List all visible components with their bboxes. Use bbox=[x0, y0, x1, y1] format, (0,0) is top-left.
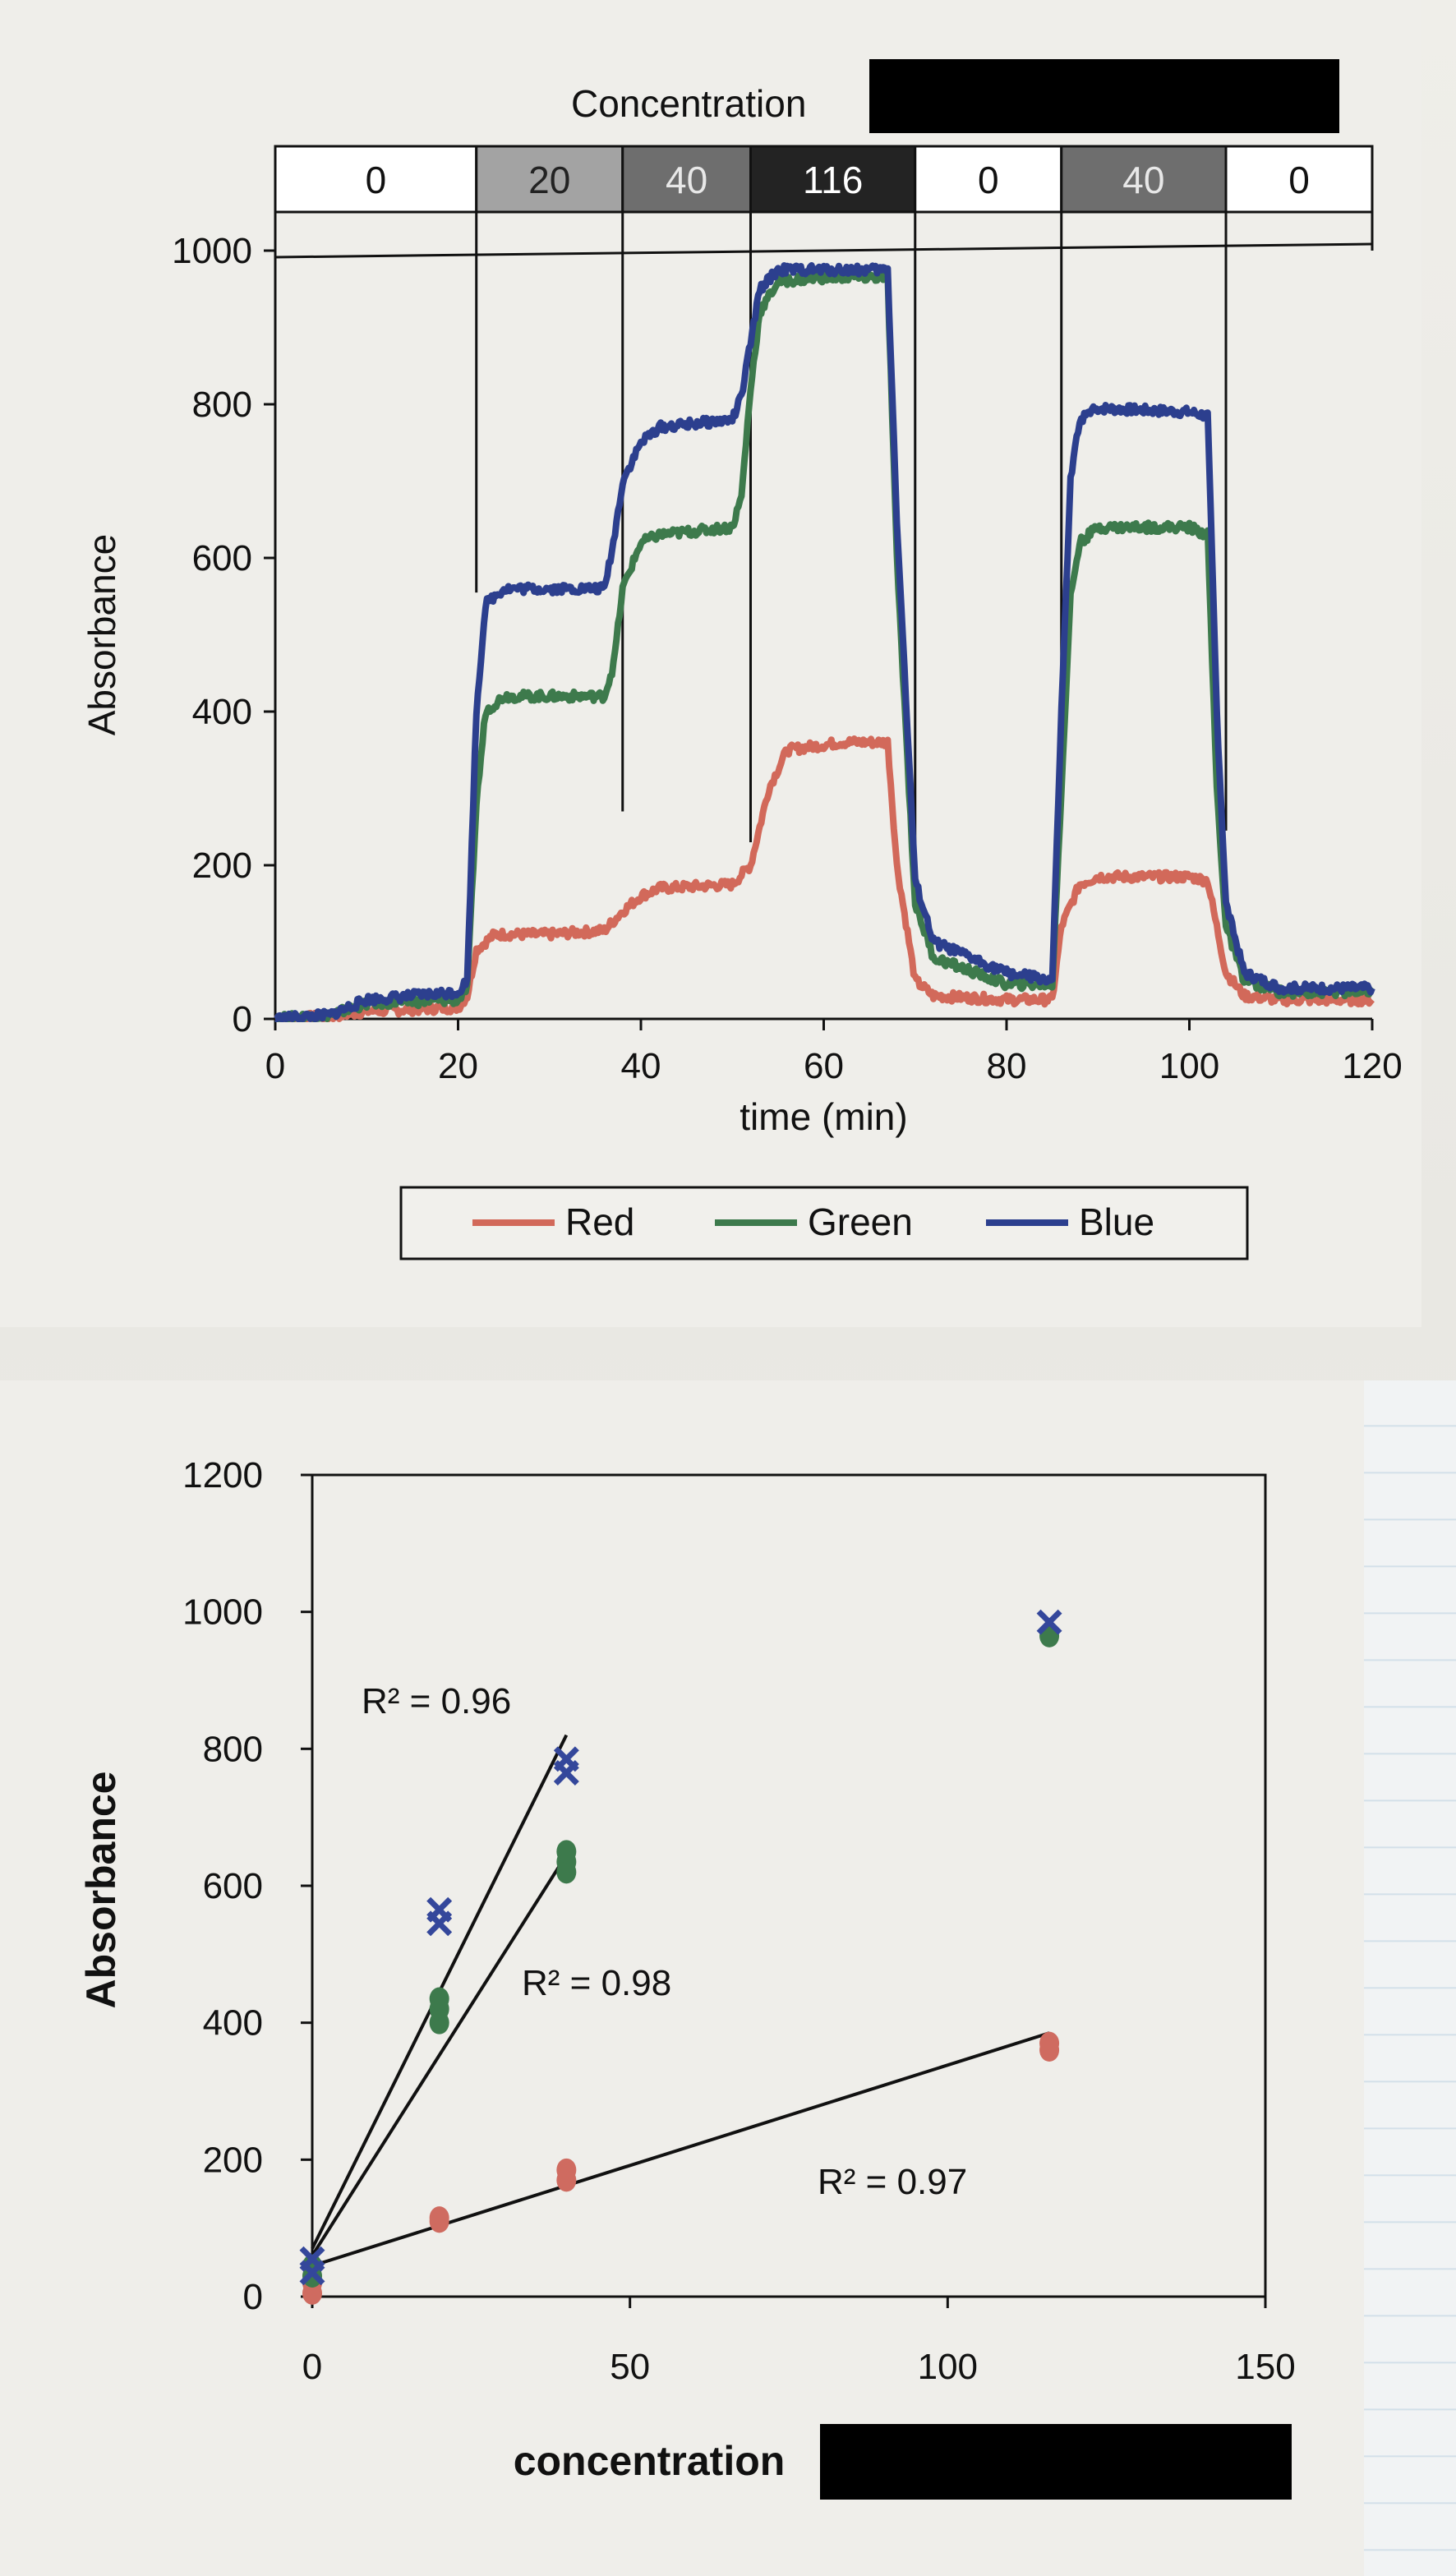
x-tick-label-6: 120 bbox=[1342, 1046, 1402, 1086]
y-tick-label-6: 1200 bbox=[182, 1455, 263, 1495]
data-point-blue-5 bbox=[553, 1746, 579, 1772]
concentration-segment-label-2: 40 bbox=[666, 159, 707, 201]
legend-label-blue: Blue bbox=[1079, 1200, 1154, 1243]
legend-label-green: Green bbox=[808, 1200, 913, 1243]
y-tick-label-1: 200 bbox=[192, 846, 252, 886]
concentration-segment-5 bbox=[1060, 145, 1228, 214]
x-tick-label-5: 100 bbox=[1159, 1046, 1219, 1086]
concentration-bar-title: Concentration bbox=[571, 82, 806, 125]
redaction-box-bottom bbox=[820, 2424, 1292, 2500]
series-line-green bbox=[273, 270, 1375, 1022]
concentration-segment-3 bbox=[749, 145, 917, 214]
data-point-blue-3 bbox=[426, 1896, 453, 1923]
y-tick-label-5: 1000 bbox=[172, 231, 252, 271]
concentration-segment-6 bbox=[1224, 145, 1374, 214]
x-tick-label-1: 50 bbox=[610, 2347, 650, 2387]
y-tick-label-0: 0 bbox=[243, 2277, 263, 2317]
concentration-segment-4 bbox=[914, 145, 1063, 214]
y-tick-label-2: 400 bbox=[192, 692, 252, 732]
x-tick-label-3: 150 bbox=[1235, 2347, 1295, 2387]
y-tick-label-5: 1000 bbox=[182, 1592, 263, 1633]
y-axis-title: Absorbance bbox=[78, 1772, 124, 2009]
x-tick-label-2: 40 bbox=[621, 1046, 661, 1086]
y-tick-label-2: 400 bbox=[203, 2003, 263, 2044]
concentration-segment-label-0: 0 bbox=[366, 159, 387, 201]
x-axis-title: concentration bbox=[514, 2438, 786, 2484]
top-figure-panel bbox=[0, 0, 1421, 1327]
bottom-figure-panel bbox=[0, 1380, 1364, 2576]
data-point-red-7 bbox=[1039, 2031, 1060, 2055]
data-point-green-7 bbox=[556, 1840, 577, 1864]
concentration-segment-0 bbox=[274, 145, 478, 214]
trendline-green bbox=[311, 1854, 569, 2257]
x-tick-label-0: 0 bbox=[265, 1046, 285, 1086]
series-line-red bbox=[273, 735, 1375, 1022]
x-tick-label-2: 100 bbox=[918, 2347, 978, 2387]
trendline-red bbox=[311, 2031, 1050, 2268]
concentration-segment-1 bbox=[475, 145, 624, 214]
data-point-red-5 bbox=[556, 2158, 577, 2182]
concentration-segment-label-3: 116 bbox=[803, 159, 863, 201]
y-tick-label-4: 800 bbox=[203, 1729, 263, 1769]
y-tick-label-1: 200 bbox=[203, 2140, 263, 2180]
concentration-segment-label-6: 0 bbox=[1288, 159, 1310, 201]
concentration-segment-label-1: 20 bbox=[528, 159, 570, 201]
y-axis-title: Absorbance bbox=[81, 534, 123, 736]
data-point-green-4 bbox=[429, 1987, 449, 2011]
x-tick-label-0: 0 bbox=[302, 2347, 322, 2387]
redaction-box-top bbox=[869, 59, 1339, 133]
x-tick-label-4: 80 bbox=[987, 1046, 1027, 1086]
data-point-blue-1 bbox=[299, 2246, 325, 2272]
plot-top-border bbox=[274, 242, 1373, 259]
legend-label-red: Red bbox=[565, 1200, 634, 1243]
concentration-segment-label-4: 0 bbox=[978, 159, 999, 201]
x-tick-label-1: 20 bbox=[438, 1046, 478, 1086]
y-tick-label-0: 0 bbox=[233, 999, 252, 1039]
concentration-segment-label-5: 40 bbox=[1122, 159, 1164, 201]
data-point-red-3 bbox=[429, 2206, 449, 2230]
plot-frame bbox=[311, 1473, 1267, 2298]
y-tick-label-3: 600 bbox=[203, 1866, 263, 1906]
x-axis-title: time (min) bbox=[740, 1095, 907, 1138]
r2-label-red: R² = 0.97 bbox=[818, 2162, 967, 2202]
r2-label-green: R² = 0.98 bbox=[522, 1963, 671, 2003]
y-tick-label-4: 800 bbox=[192, 385, 252, 425]
ruled-paper-edge bbox=[1364, 1380, 1456, 2576]
y-tick-label-3: 600 bbox=[192, 538, 252, 578]
concentration-segment-2 bbox=[621, 145, 752, 214]
series-line-blue bbox=[273, 262, 1375, 1022]
r2-label-blue: R² = 0.96 bbox=[362, 1681, 511, 1721]
data-point-blue-6 bbox=[1036, 1609, 1062, 1635]
x-tick-label-3: 60 bbox=[804, 1046, 844, 1086]
